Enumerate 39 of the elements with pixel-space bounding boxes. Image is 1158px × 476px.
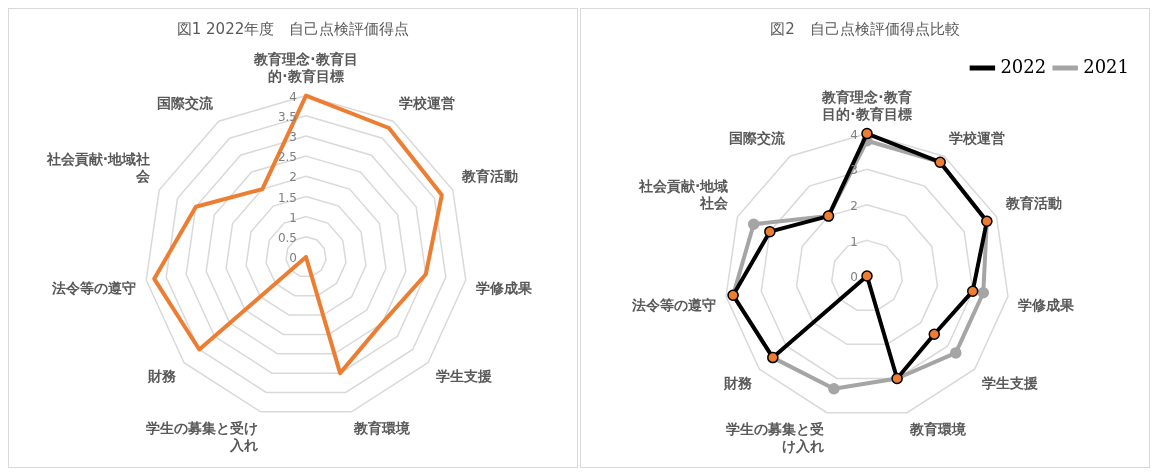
spoke-label: 教育理念·教育目的·教育目標: [821, 89, 912, 122]
y-tick-label: 4: [850, 127, 858, 142]
y-tick-label: 0.5: [277, 230, 297, 245]
spoke-label: 学修成果: [475, 280, 533, 297]
y-tick-label: 1.5: [277, 190, 297, 205]
spoke-label: 国際交流: [728, 130, 786, 147]
y-tick-label: 4: [289, 89, 297, 104]
spoke-label: 法令等の遵守: [51, 280, 137, 297]
spoke-label: 教育活動: [1004, 194, 1062, 211]
y-tick-label: 2: [289, 170, 297, 185]
y-tick-label: 2: [850, 198, 858, 213]
spoke-label: 教育環境: [908, 421, 967, 438]
spoke-label: 教育活動: [460, 168, 518, 185]
spoke-label: 学生支援: [435, 368, 492, 385]
spoke-label: 学校運営: [949, 130, 1006, 147]
spoke-label: 学修成果: [1017, 296, 1075, 313]
spoke-label: 学生支援: [982, 374, 1039, 391]
y-tick-label: 3: [850, 163, 858, 178]
spoke-label: 教育理念·教育目的·教育目標: [253, 51, 358, 84]
y-tick-label: 0: [289, 251, 297, 266]
y-tick-label: 3: [289, 130, 297, 145]
spoke-label: 社会貢献·地域社会: [45, 151, 152, 185]
spoke-label: 社会貢献·地域社会: [638, 178, 730, 211]
spoke-label: 国際交流: [157, 95, 215, 112]
spoke-label: 法令等の遵守: [631, 296, 717, 313]
spoke-label: 学生の募集と受け入れ: [145, 420, 258, 454]
legend-label: 2022: [1000, 55, 1047, 77]
spoke-label: 学校運営: [398, 95, 455, 112]
spoke-label: 教育環境: [353, 420, 412, 437]
y-tick-label: 0: [850, 270, 858, 285]
spoke-label: 財務: [722, 374, 753, 391]
y-tick-label: 1: [289, 210, 297, 225]
spoke-label: 財務: [147, 368, 178, 385]
y-tick-label: 1: [850, 234, 858, 249]
legend-label: 2021: [1083, 55, 1129, 77]
spoke-label: 学生の募集と受け入れ: [726, 421, 825, 455]
chart-title: 図2 自己点検評価得点比較: [770, 19, 960, 38]
y-tick-label: 2.5: [277, 150, 297, 165]
chart-title: 図1 2022年度 自己点検評価得点: [176, 19, 410, 38]
